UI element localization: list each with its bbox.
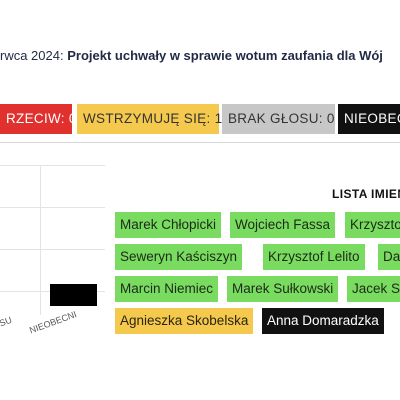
chart-gridline [0,165,105,166]
chart-gridline [0,207,105,208]
names-list-title: LISTA IMIEN [332,187,400,201]
badge-no-vote-count: 0 [326,111,335,126]
chart-gridline [0,249,105,250]
badge-abstain-label: WSTRZYMUJĘ SIĘ: [83,111,211,126]
name-chip[interactable]: Marek Sułkowski [227,276,339,302]
badge-absent-label: NIEOBEC [344,111,400,126]
badge-absent[interactable]: NIEOBEC [338,104,400,134]
session-date: rwca 2024 [0,48,60,63]
chart-category-divider [40,165,41,315]
name-chip[interactable]: Krzysztof Lelito [263,244,365,270]
badge-no-vote[interactable]: BRAK GŁOSU: 0 [222,104,335,134]
badge-against[interactable]: RZECIW: 0 [0,104,76,134]
name-chip[interactable]: Agnieszka Skobelska [115,308,254,334]
badge-against-count: 0 [68,111,77,126]
badge-abstain[interactable]: WSTRZYMUJĘ SIĘ: 1 [77,104,222,134]
vote-bar-chart: SU NIEOBECNI [0,150,112,350]
project-title: Projekt uchwały w sprawie wotum zaufania… [67,48,383,63]
badge-abstain-count: 1 [214,111,223,126]
name-chip[interactable]: Marcin Niemiec [115,276,219,302]
badge-against-label: RZECIW: [6,111,65,126]
name-chip[interactable]: Krzyszto [345,212,400,238]
name-chip[interactable]: Da [378,244,400,270]
name-chip[interactable]: Anna Domaradzka [262,308,384,334]
resolution-title: rwca 2024: Projekt uchwały w sprawie wot… [0,48,383,63]
badge-no-vote-label: BRAK GŁOSU: [228,111,323,126]
section-divider [0,142,400,143]
name-chip[interactable]: Seweryn Kaściszyn [115,244,243,270]
chart-bar-nieobecni [50,284,97,306]
title-separator: : [59,48,64,63]
name-chip[interactable]: Wojciech Fassa [230,212,336,238]
name-chip[interactable]: Marek Chłopicki [115,212,222,238]
name-chip[interactable]: Jacek S [347,276,400,302]
